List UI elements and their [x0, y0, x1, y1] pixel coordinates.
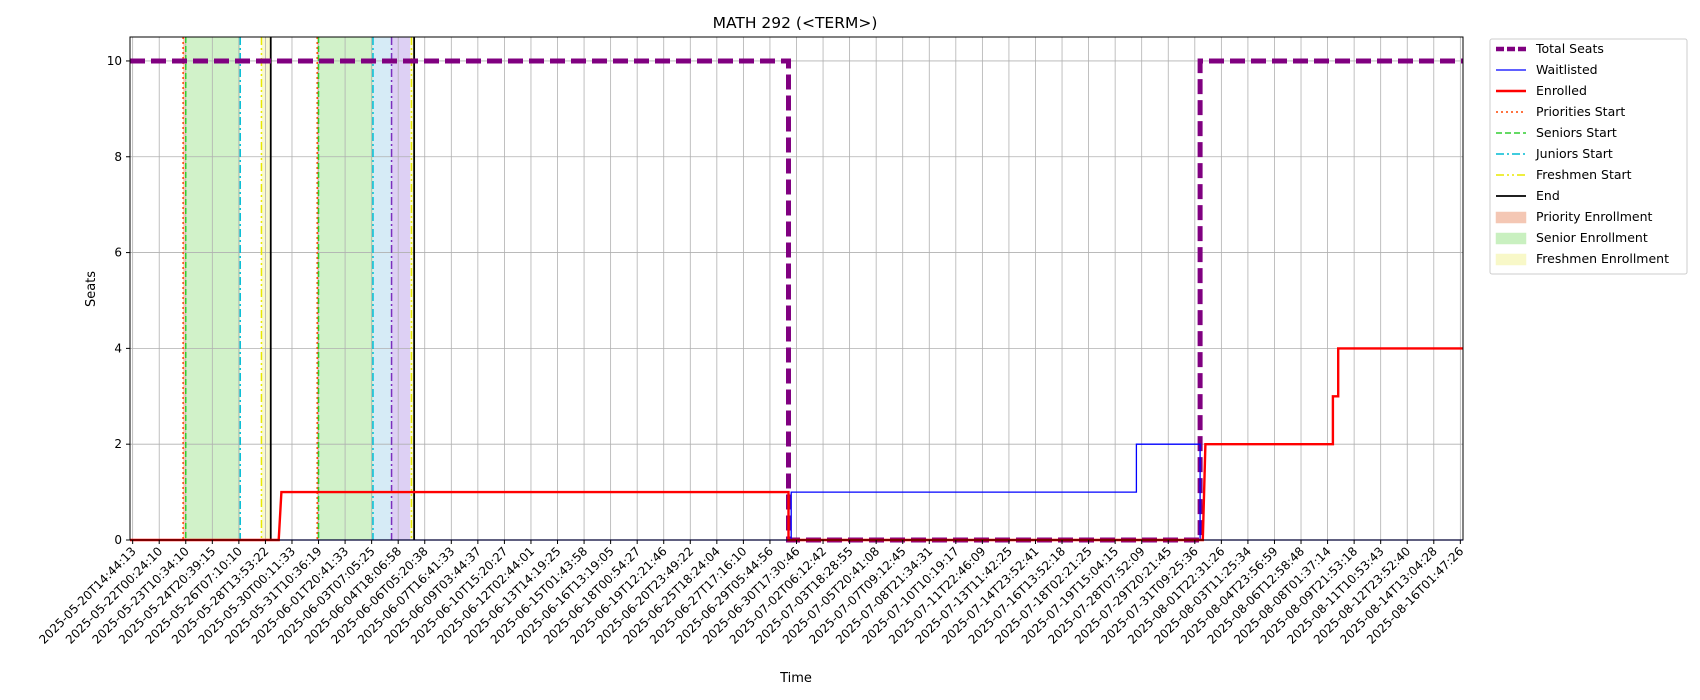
- legend-label-priority-enrollment: Priority Enrollment: [1536, 209, 1653, 224]
- shaded-region-4-0: [261, 37, 271, 540]
- legend-swatch-priority-enrollment: [1495, 211, 1527, 224]
- shaded-region-2-0: [372, 37, 392, 540]
- series-waitlisted: [130, 443, 1463, 541]
- legend-label-senior-enrollment: Senior Enrollment: [1536, 230, 1648, 245]
- legend-label-waitlisted: Waitlisted: [1536, 62, 1598, 77]
- shaded-region-1-0: [185, 37, 241, 540]
- shaded-region-3-0: [391, 37, 411, 540]
- y-tick-label: 2: [114, 437, 122, 451]
- legend-box: [1489, 38, 1688, 275]
- y-tick-label: 4: [114, 341, 122, 355]
- legend-label-freshmen-start: Freshmen Start: [1536, 167, 1632, 182]
- shaded-region-4-1: [410, 37, 415, 540]
- series-total-seats: [130, 58, 1463, 543]
- y-tick-label: 6: [114, 246, 122, 260]
- legend-label-freshmen-enrollment: Freshmen Enrollment: [1536, 251, 1669, 266]
- x-axis-label: Time: [779, 671, 812, 686]
- y-tick-label: 10: [107, 54, 122, 68]
- legend-label-end: End: [1536, 188, 1560, 203]
- legend-swatch-senior-enrollment: [1495, 232, 1527, 245]
- legend-label-juniors-start: Juniors Start: [1535, 146, 1613, 161]
- legend-swatch-freshmen-enrollment: [1495, 253, 1527, 266]
- y-tick-label: 0: [114, 533, 122, 547]
- legend-label-seniors-start: Seniors Start: [1536, 125, 1617, 140]
- legend-label-priorities-start: Priorities Start: [1536, 104, 1625, 119]
- shaded-region-0-0: [183, 37, 186, 540]
- shaded-region-1-1: [318, 37, 373, 540]
- chart-title: MATH 292 (<TERM>): [713, 14, 878, 32]
- legend-label-total-seats: Total Seats: [1535, 41, 1604, 56]
- legend-label-enrolled: Enrolled: [1536, 83, 1587, 98]
- series-enrolled: [130, 347, 1463, 542]
- y-tick-label: 8: [114, 150, 122, 164]
- y-axis-label: Seats: [84, 271, 99, 307]
